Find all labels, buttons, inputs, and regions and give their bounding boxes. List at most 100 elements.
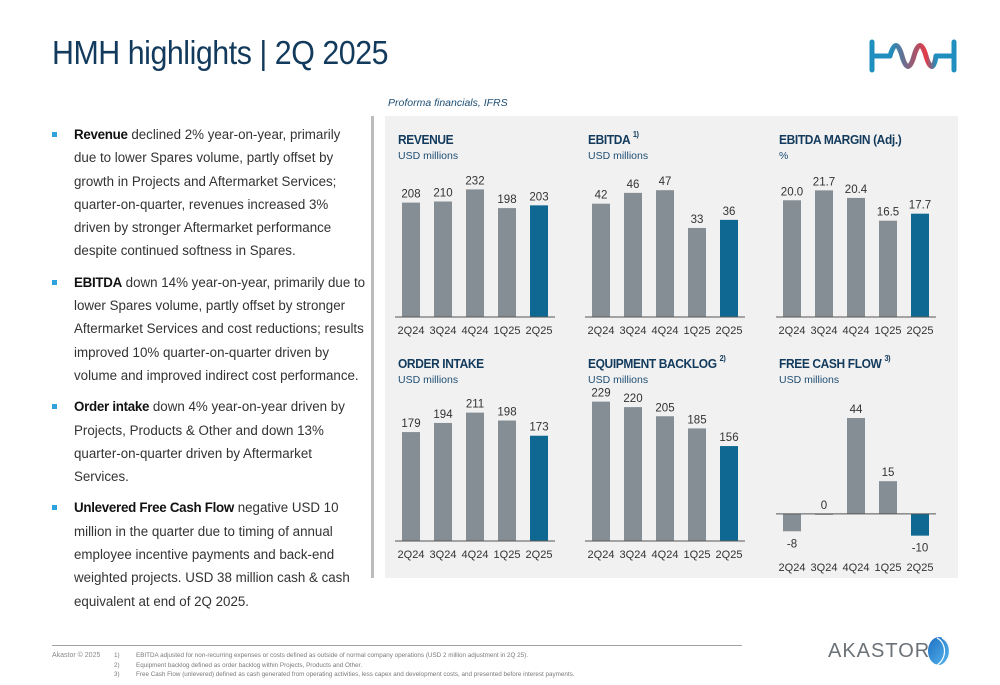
x-tick-label: 3Q24 xyxy=(811,325,838,337)
x-tick-label: 3Q24 xyxy=(811,562,838,574)
bar-1q25 xyxy=(879,220,897,317)
highlight-text: down 14% year-on-year, primarily due to … xyxy=(74,274,366,384)
chart-title: EBITDA MARGIN (Adj.) xyxy=(779,132,902,147)
bar-2q24 xyxy=(783,200,801,317)
bullet-marker xyxy=(52,279,57,285)
highlight-revenue: Revenue declined 2% year-on-year, primar… xyxy=(52,124,367,264)
bar-4q24 xyxy=(466,189,484,317)
highlight-heading: Unlevered Free Cash Flow xyxy=(74,500,234,517)
chart-title: REVENUE xyxy=(398,132,454,147)
akastor-logo-text: AKASTOR xyxy=(828,640,931,662)
x-tick-label: 4Q24 xyxy=(843,562,870,574)
chart-title: ORDER INTAKE xyxy=(398,356,484,371)
bar-2q25 xyxy=(720,446,738,541)
x-tick-label: 1Q25 xyxy=(875,325,902,337)
bar-2q24 xyxy=(402,432,420,541)
x-tick-label: 2Q25 xyxy=(907,562,934,574)
x-tick-label: 4Q24 xyxy=(462,549,489,561)
data-label: 20.4 xyxy=(845,184,868,196)
data-label: 36 xyxy=(723,206,736,218)
data-label: 208 xyxy=(401,189,420,201)
footer-divider xyxy=(52,645,742,646)
data-label: 42 xyxy=(595,190,608,202)
bar-4q24 xyxy=(847,418,865,514)
highlight-heading: EBITDA xyxy=(74,274,122,291)
chart-plot: -8 2Q24 0 3Q24 44 4Q24 15 1Q25 -10 2Q25 xyxy=(776,404,936,574)
bar-3q24 xyxy=(815,513,833,515)
data-label: 47 xyxy=(659,176,672,188)
data-label: 198 xyxy=(497,194,516,206)
footnote: 2) Equipment backlog defined as order bac… xyxy=(114,661,363,669)
chart-unit: % xyxy=(779,150,789,162)
data-label: -8 xyxy=(787,538,797,550)
hmh-logo xyxy=(869,39,957,73)
bar-2q24 xyxy=(592,203,610,317)
x-tick-label: 3Q24 xyxy=(620,325,647,337)
data-label: 156 xyxy=(719,432,738,444)
bar-4q24 xyxy=(656,190,674,317)
data-label: 220 xyxy=(623,393,642,405)
data-label: 211 xyxy=(466,399,484,411)
chart-order-intake: ORDER INTAKE USD millions 179 2Q24 194 3Q24… xyxy=(385,340,565,565)
bar-1q25 xyxy=(498,420,516,541)
chart-revenue: REVENUE USD millions 208 2Q24 210 3Q24 232 4Q… xyxy=(385,116,565,341)
data-label: 44 xyxy=(850,404,863,416)
highlight-heading: Order intake xyxy=(74,399,150,416)
bar-1q25 xyxy=(688,227,706,317)
data-label: 210 xyxy=(433,188,452,200)
chart-plot: 208 2Q24 210 3Q24 232 4Q24 198 1Q25 203 2Q25 xyxy=(395,175,555,337)
x-tick-label: 2Q24 xyxy=(398,325,425,337)
bar-2q25 xyxy=(911,513,929,536)
x-tick-label: 4Q24 xyxy=(462,325,489,337)
footnotes: 1) EBITDA adjusted for non-recurring expe… xyxy=(114,651,575,680)
bar-2q25 xyxy=(720,219,738,317)
x-tick-label: 1Q25 xyxy=(684,325,711,337)
x-tick-label: 4Q24 xyxy=(843,325,870,337)
chart-unit: USD millions xyxy=(779,374,840,386)
x-tick-label: 2Q24 xyxy=(588,325,615,337)
bar-1q25 xyxy=(498,208,516,317)
highlight-text: down 4% year-on-year driven by Projects,… xyxy=(74,399,345,486)
data-label: 205 xyxy=(655,402,674,414)
x-tick-label: 2Q24 xyxy=(779,325,806,337)
x-tick-label: 2Q24 xyxy=(588,549,615,561)
data-label: 229 xyxy=(591,388,610,400)
bar-4q24 xyxy=(466,412,484,541)
chart-title: EQUIPMENT BACKLOG 2) xyxy=(588,354,726,371)
data-label: 46 xyxy=(627,179,640,191)
data-label: 198 xyxy=(497,407,516,419)
akastor-logo-icon xyxy=(928,637,951,666)
divider xyxy=(371,116,374,578)
x-tick-label: 1Q25 xyxy=(684,549,711,561)
bar-2q25 xyxy=(530,205,548,317)
bar-3q24 xyxy=(434,201,452,317)
x-tick-label: 3Q24 xyxy=(620,549,647,561)
chart-plot: 229 2Q24 220 3Q24 205 4Q24 185 1Q25 156 2Q25 xyxy=(585,388,745,561)
x-tick-label: 3Q24 xyxy=(430,325,457,337)
bar-2q25 xyxy=(911,213,929,317)
highlights-list: Revenue declined 2% year-on-year, primar… xyxy=(52,124,367,622)
chart-unit: USD millions xyxy=(588,374,649,386)
bar-2q24 xyxy=(783,513,801,532)
data-label: 21.7 xyxy=(813,176,835,188)
x-tick-label: 1Q25 xyxy=(875,562,902,574)
bar-3q24 xyxy=(624,407,642,541)
x-tick-label: 2Q25 xyxy=(716,325,743,337)
bar-1q25 xyxy=(688,428,706,541)
bar-1q25 xyxy=(879,481,897,514)
bar-3q24 xyxy=(815,190,833,317)
chart-free-cash-flow: FREE CASH FLOW 3) USD millions -8 2Q24 0 3Q… xyxy=(766,340,946,574)
x-tick-label: 2Q25 xyxy=(526,549,553,561)
bar-4q24 xyxy=(656,416,674,541)
highlight-ebitda: EBITDA down 14% year-on-year, primarily … xyxy=(52,272,367,388)
chart-plot: 42 2Q24 46 3Q24 47 4Q24 33 1Q25 36 2Q25 xyxy=(585,176,745,337)
bar-2q25 xyxy=(530,435,548,541)
x-tick-label: 2Q25 xyxy=(716,549,743,561)
x-tick-label: 2Q25 xyxy=(526,325,553,337)
data-label: 232 xyxy=(465,175,484,187)
copyright: Akastor © 2025 xyxy=(52,652,101,659)
data-label: 179 xyxy=(401,418,420,430)
bar-3q24 xyxy=(624,192,642,317)
data-label: 194 xyxy=(433,409,453,421)
x-tick-label: 4Q24 xyxy=(652,325,679,337)
